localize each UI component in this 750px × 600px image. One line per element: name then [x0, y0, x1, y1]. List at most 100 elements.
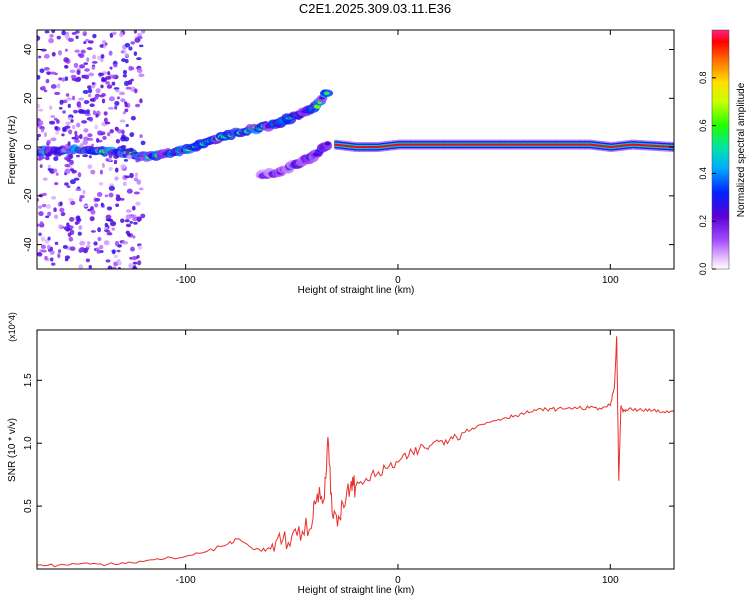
heatmap-cell [499, 143, 502, 146]
heatmap-cell [125, 209, 132, 213]
heatmap-cell [89, 116, 93, 122]
heatmap-cell [79, 240, 86, 246]
heatmap-cell [115, 203, 120, 207]
heatmap-cell [124, 152, 130, 156]
heatmap-panel: -100 0 100 -40 -20 0 20 40 Height of straight l… [7, 29, 675, 296]
heatmap-cell [37, 157, 43, 161]
heatmap-cell [429, 143, 432, 146]
heatmap-cell [84, 74, 90, 80]
heatmap-cell [414, 143, 417, 146]
heatmap-cell [597, 144, 600, 147]
heatmap-cell [127, 79, 133, 85]
heatmap-cell [50, 115, 56, 118]
heatmap-cell [65, 93, 70, 97]
heatmap-cell [69, 179, 76, 185]
heatmap-cell [60, 212, 66, 217]
heatmap-cell [119, 32, 124, 38]
colorbar-tick-label: 0.6 [698, 119, 708, 132]
snr-panel: -100 0 100 0.5 1.0 1.5 Height of straight lin… [7, 312, 675, 596]
heatmap-cell [105, 75, 112, 80]
heatmap-cell [139, 98, 143, 104]
heatmap-cell [126, 188, 133, 194]
heatmap-cell [539, 143, 543, 146]
heatmap-cell [59, 201, 63, 206]
heatmap-cell [556, 143, 559, 146]
heatmap-cell [103, 226, 109, 230]
heatmap-cell [90, 209, 96, 215]
heatmap-cell [390, 144, 393, 147]
heatmap-cell [120, 164, 127, 169]
heatmap-cell [533, 143, 536, 146]
heatmap-cell [53, 156, 59, 162]
heatmap-cell [48, 37, 54, 44]
heatmap-cell [70, 119, 74, 123]
heatmap-cell [422, 143, 425, 146]
heatmap-cell [82, 154, 89, 158]
heatmap-cell [497, 143, 500, 146]
heatmap-cell [342, 144, 345, 147]
snr-ytick-label: 1.5 [23, 373, 34, 387]
heatmap-cell [75, 154, 81, 158]
heatmap-cell [93, 96, 99, 100]
heatmap-cell [138, 73, 145, 78]
heatmap-cell [100, 57, 104, 63]
colorbar-gradient [711, 29, 730, 270]
heatmap-cell [85, 258, 91, 263]
heatmap-cell [114, 167, 119, 173]
heatmap-cell [339, 144, 342, 147]
heatmap-cell [77, 172, 82, 178]
heatmap-cell [43, 132, 47, 138]
heatmap-cell [56, 83, 61, 89]
heatmap-cell [64, 65, 68, 69]
heatmap-cell [135, 201, 141, 206]
heatmap-cell [133, 177, 139, 182]
heatmap-cell [512, 143, 515, 146]
heatmap-cell [510, 143, 514, 146]
heatmap-cell [72, 95, 76, 101]
heatmap-cell [104, 194, 109, 198]
heatmap-cell [121, 129, 125, 135]
heatmap-cell [37, 252, 43, 257]
heatmap-cell [78, 248, 83, 253]
heatmap-cell [49, 105, 53, 110]
heatmap-cell [516, 143, 519, 146]
heatmap-cell [69, 168, 75, 172]
heatmap-cell [105, 218, 112, 222]
heatmap-cell [456, 143, 459, 146]
heatmap-cell [566, 143, 570, 146]
heatmap-cell [604, 145, 607, 148]
heatmap-cell [46, 71, 51, 76]
heatmap-cell [434, 143, 437, 146]
colorbar: 0.0 0.2 0.4 0.6 0.8 Normalized spectral ampl… [698, 29, 747, 275]
heatmap-cell [364, 146, 368, 149]
snr-series-line [37, 336, 674, 568]
heatmap-cell [398, 143, 402, 146]
heatmap-cell [133, 30, 138, 34]
heatmap-cell [129, 147, 134, 153]
heatmap-cell [120, 144, 127, 149]
heatmap-cell [82, 189, 86, 195]
heatmap-cell [624, 144, 627, 147]
heatmap-cell [495, 143, 498, 146]
heatmap-cell [77, 101, 81, 107]
heatmap-cell [64, 125, 71, 129]
heatmap-cell [55, 172, 59, 176]
heatmap-cell [91, 65, 96, 70]
heatmap-cell [526, 143, 529, 146]
heatmap-cell [54, 148, 58, 154]
heatmap-cell [85, 109, 91, 115]
heatmap-ytick-label: -40 [23, 237, 34, 252]
heatmap-cell [572, 143, 575, 146]
heatmap-cell [108, 50, 113, 56]
heatmap-cell [600, 144, 604, 147]
heatmap-cell [531, 143, 534, 146]
snr-multiplier: (x10^4) [7, 312, 17, 342]
heatmap-cell [42, 192, 47, 196]
heatmap-cell [92, 54, 96, 60]
heatmap-cell [648, 144, 651, 147]
heatmap-cell [104, 42, 108, 46]
heatmap-cell [108, 166, 113, 171]
heatmap-cell [58, 77, 63, 81]
heatmap-cell [139, 134, 143, 139]
heatmap-cell [509, 143, 512, 146]
